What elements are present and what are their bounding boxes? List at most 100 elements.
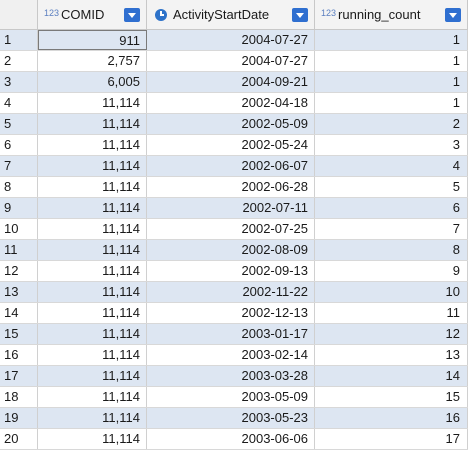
cell-activitystartdate[interactable]: 2002-08-09: [147, 240, 315, 260]
cell-activitystartdate[interactable]: 2002-07-25: [147, 219, 315, 239]
table-row[interactable]: 11 11,114 2002-08-09 8: [0, 240, 468, 261]
row-number[interactable]: 7: [0, 156, 38, 176]
cell-running-count[interactable]: 6: [315, 198, 468, 218]
cell-running-count[interactable]: 1: [315, 51, 468, 71]
row-number[interactable]: 8: [0, 177, 38, 197]
row-number[interactable]: 3: [0, 72, 38, 92]
cell-activitystartdate[interactable]: 2003-05-09: [147, 387, 315, 407]
table-row[interactable]: 1 911 2004-07-27 1: [0, 30, 468, 51]
cell-comid[interactable]: 11,114: [38, 177, 147, 197]
cell-activitystartdate[interactable]: 2002-05-09: [147, 114, 315, 134]
column-header-comid[interactable]: 123 COMID: [38, 0, 147, 29]
table-row[interactable]: 20 11,114 2003-06-06 17: [0, 429, 468, 450]
row-number[interactable]: 14: [0, 303, 38, 323]
cell-comid[interactable]: 11,114: [38, 261, 147, 281]
cell-comid[interactable]: 11,114: [38, 303, 147, 323]
row-number[interactable]: 5: [0, 114, 38, 134]
cell-running-count[interactable]: 15: [315, 387, 468, 407]
cell-comid[interactable]: 11,114: [38, 387, 147, 407]
cell-comid[interactable]: 11,114: [38, 114, 147, 134]
table-row[interactable]: 3 6,005 2004-09-21 1: [0, 72, 468, 93]
table-row[interactable]: 14 11,114 2002-12-13 11: [0, 303, 468, 324]
table-row[interactable]: 5 11,114 2002-05-09 2: [0, 114, 468, 135]
cell-activitystartdate[interactable]: 2003-01-17: [147, 324, 315, 344]
cell-running-count[interactable]: 9: [315, 261, 468, 281]
row-number[interactable]: 11: [0, 240, 38, 260]
cell-running-count[interactable]: 7: [315, 219, 468, 239]
cell-activitystartdate[interactable]: 2004-09-21: [147, 72, 315, 92]
table-row[interactable]: 12 11,114 2002-09-13 9: [0, 261, 468, 282]
cell-comid[interactable]: 11,114: [38, 219, 147, 239]
row-number[interactable]: 13: [0, 282, 38, 302]
chevron-down-icon[interactable]: [445, 8, 461, 22]
cell-comid[interactable]: 11,114: [38, 324, 147, 344]
cell-activitystartdate[interactable]: 2004-07-27: [147, 30, 315, 50]
cell-comid[interactable]: 911: [38, 30, 147, 50]
cell-activitystartdate[interactable]: 2003-03-28: [147, 366, 315, 386]
cell-comid[interactable]: 2,757: [38, 51, 147, 71]
cell-comid[interactable]: 11,114: [38, 93, 147, 113]
row-number[interactable]: 4: [0, 93, 38, 113]
cell-activitystartdate[interactable]: 2003-05-23: [147, 408, 315, 428]
cell-activitystartdate[interactable]: 2002-09-13: [147, 261, 315, 281]
cell-activitystartdate[interactable]: 2002-04-18: [147, 93, 315, 113]
cell-running-count[interactable]: 5: [315, 177, 468, 197]
cell-running-count[interactable]: 17: [315, 429, 468, 449]
row-number[interactable]: 20: [0, 429, 38, 449]
cell-comid[interactable]: 11,114: [38, 198, 147, 218]
cell-running-count[interactable]: 8: [315, 240, 468, 260]
cell-activitystartdate[interactable]: 2004-07-27: [147, 51, 315, 71]
cell-comid[interactable]: 6,005: [38, 72, 147, 92]
cell-activitystartdate[interactable]: 2003-02-14: [147, 345, 315, 365]
cell-running-count[interactable]: 16: [315, 408, 468, 428]
table-row[interactable]: 2 2,757 2004-07-27 1: [0, 51, 468, 72]
row-number[interactable]: 12: [0, 261, 38, 281]
chevron-down-icon[interactable]: [124, 8, 140, 22]
row-number[interactable]: 18: [0, 387, 38, 407]
table-row[interactable]: 17 11,114 2003-03-28 14: [0, 366, 468, 387]
row-number[interactable]: 19: [0, 408, 38, 428]
cell-activitystartdate[interactable]: 2002-06-28: [147, 177, 315, 197]
cell-comid[interactable]: 11,114: [38, 366, 147, 386]
cell-comid[interactable]: 11,114: [38, 282, 147, 302]
row-number[interactable]: 16: [0, 345, 38, 365]
chevron-down-icon[interactable]: [292, 8, 308, 22]
table-row[interactable]: 4 11,114 2002-04-18 1: [0, 93, 468, 114]
cell-activitystartdate[interactable]: 2002-07-11: [147, 198, 315, 218]
row-number-header[interactable]: [0, 0, 38, 29]
cell-comid[interactable]: 11,114: [38, 240, 147, 260]
cell-comid[interactable]: 11,114: [38, 156, 147, 176]
row-number[interactable]: 15: [0, 324, 38, 344]
row-number[interactable]: 6: [0, 135, 38, 155]
row-number[interactable]: 1: [0, 30, 38, 50]
column-header-running-count[interactable]: 123 running_count: [315, 0, 468, 29]
cell-comid[interactable]: 11,114: [38, 408, 147, 428]
cell-activitystartdate[interactable]: 2002-06-07: [147, 156, 315, 176]
cell-activitystartdate[interactable]: 2002-05-24: [147, 135, 315, 155]
table-row[interactable]: 16 11,114 2003-02-14 13: [0, 345, 468, 366]
row-number[interactable]: 10: [0, 219, 38, 239]
cell-running-count[interactable]: 1: [315, 72, 468, 92]
table-row[interactable]: 6 11,114 2002-05-24 3: [0, 135, 468, 156]
table-row[interactable]: 15 11,114 2003-01-17 12: [0, 324, 468, 345]
cell-running-count[interactable]: 4: [315, 156, 468, 176]
cell-running-count[interactable]: 1: [315, 30, 468, 50]
row-number[interactable]: 9: [0, 198, 38, 218]
cell-running-count[interactable]: 12: [315, 324, 468, 344]
column-header-activitystartdate[interactable]: ActivityStartDate: [147, 0, 315, 29]
cell-comid[interactable]: 11,114: [38, 135, 147, 155]
cell-activitystartdate[interactable]: 2003-06-06: [147, 429, 315, 449]
cell-running-count[interactable]: 1: [315, 93, 468, 113]
cell-running-count[interactable]: 2: [315, 114, 468, 134]
cell-running-count[interactable]: 13: [315, 345, 468, 365]
table-row[interactable]: 18 11,114 2003-05-09 15: [0, 387, 468, 408]
cell-activitystartdate[interactable]: 2002-11-22: [147, 282, 315, 302]
cell-comid[interactable]: 11,114: [38, 345, 147, 365]
row-number[interactable]: 17: [0, 366, 38, 386]
cell-running-count[interactable]: 11: [315, 303, 468, 323]
cell-running-count[interactable]: 10: [315, 282, 468, 302]
cell-running-count[interactable]: 14: [315, 366, 468, 386]
table-row[interactable]: 9 11,114 2002-07-11 6: [0, 198, 468, 219]
cell-comid[interactable]: 11,114: [38, 429, 147, 449]
cell-activitystartdate[interactable]: 2002-12-13: [147, 303, 315, 323]
